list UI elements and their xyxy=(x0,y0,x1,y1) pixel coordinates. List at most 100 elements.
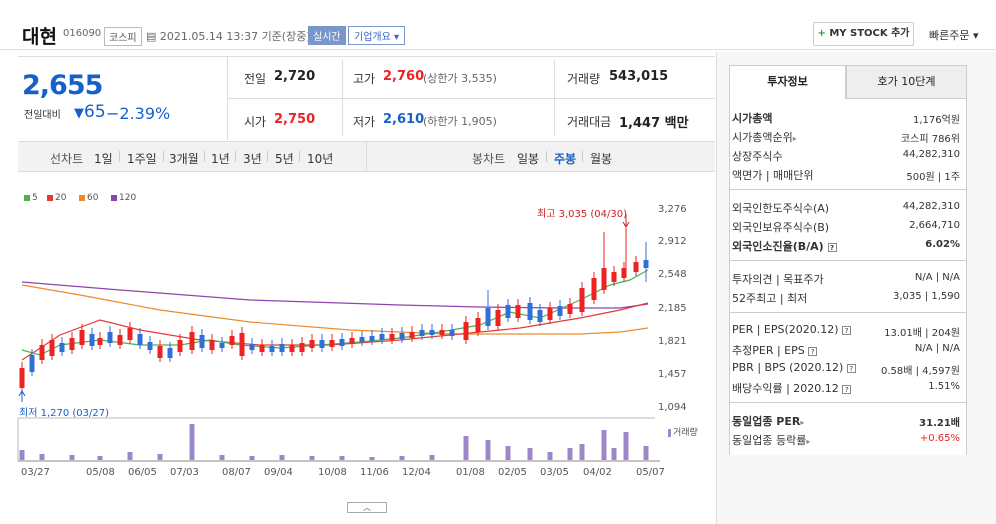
candle xyxy=(429,330,435,335)
tab-weekly[interactable]: 주봉 xyxy=(554,152,577,166)
help-icon[interactable]: ? xyxy=(842,325,852,335)
plus-icon: + xyxy=(817,28,826,39)
x-tick: 04/02 xyxy=(583,467,612,478)
tab-daily[interactable]: 일봉 xyxy=(517,152,540,166)
x-tick: 10/08 xyxy=(318,467,347,478)
foreign-limit-value: 44,282,310 xyxy=(902,201,960,212)
tab-1w[interactable]: 1주일 xyxy=(127,152,157,166)
candle xyxy=(369,336,375,341)
candle xyxy=(19,368,25,388)
change-value: ▼65 xyxy=(74,102,106,122)
foreign-limit-label: 외국인한도주식수(A) xyxy=(732,202,830,215)
chevron-up-icon: ︿ xyxy=(363,503,371,512)
volume-bar xyxy=(579,444,585,460)
x-tick: 08/07 xyxy=(222,467,251,478)
x-tick: 06/05 xyxy=(128,467,157,478)
volume-bar xyxy=(429,455,435,460)
candle xyxy=(289,345,295,352)
candle xyxy=(319,340,325,348)
min-label: 최저 1,270 (03/27) xyxy=(19,408,110,419)
tab-1d[interactable]: 1일 xyxy=(94,152,113,166)
candle xyxy=(49,340,55,356)
low-value: 2,610 xyxy=(383,112,425,127)
low-label: 저가 xyxy=(353,115,376,129)
x-tick: 03/05 xyxy=(540,467,569,478)
y-tick: 3,276 xyxy=(658,204,687,215)
tab-3y[interactable]: 3년 xyxy=(243,152,262,166)
company-info-dropdown[interactable]: 기업개요 ▾ xyxy=(348,26,406,45)
volume-bar xyxy=(527,448,533,460)
open-label: 시가 xyxy=(244,115,267,129)
max-label: 최고 3,035 (04/30) xyxy=(537,209,628,220)
ma-line xyxy=(21,284,649,335)
tab-10y[interactable]: 10년 xyxy=(307,152,334,166)
market-badge: 코스피 xyxy=(104,27,142,46)
candle xyxy=(299,343,305,352)
candle xyxy=(439,330,445,335)
legend-ma120: 120 xyxy=(111,193,136,203)
tab-monthly[interactable]: 월봉 xyxy=(590,152,613,166)
volume-bar xyxy=(279,455,285,460)
volume-label: 거래량 xyxy=(567,72,601,86)
volume-bar xyxy=(189,424,195,460)
candle xyxy=(209,340,215,350)
realtime-badge[interactable]: 실시간 xyxy=(308,26,346,45)
change-label: 전일대비 xyxy=(24,110,61,121)
x-tick: 03/27 xyxy=(21,467,50,478)
volume-bar xyxy=(219,455,225,460)
candle xyxy=(359,337,365,342)
ma-line xyxy=(21,281,649,309)
candle xyxy=(389,334,395,340)
mystock-add-button[interactable]: + MY STOCK 추가 xyxy=(813,22,914,46)
est-per-value: N/A | N/A xyxy=(914,343,960,354)
candle xyxy=(117,335,123,345)
x-tick: 05/08 xyxy=(86,467,115,478)
volume-bar xyxy=(127,452,133,460)
mcap-value: 1,176억원 xyxy=(912,115,960,126)
candle xyxy=(379,334,385,340)
tab-hoga[interactable]: 호가 10단계 xyxy=(846,65,967,99)
candle xyxy=(611,272,617,282)
quick-order-dropdown[interactable]: 빠른주문 ▾ xyxy=(929,29,979,42)
candle xyxy=(621,268,627,278)
opinion-value: N/A | N/A xyxy=(914,272,960,283)
help-icon[interactable]: ? xyxy=(808,346,818,356)
max-marker xyxy=(622,214,630,228)
volume-bar xyxy=(157,454,163,460)
candle xyxy=(409,332,415,338)
change-percent: −2.39% xyxy=(106,104,171,123)
candle xyxy=(557,306,563,316)
help-icon[interactable]: ? xyxy=(827,242,837,252)
candle xyxy=(59,343,65,352)
rank-label[interactable]: 시가총액순위▸ xyxy=(732,131,797,144)
volume-legend: 거래량 xyxy=(668,425,698,438)
dividend-value: 1.51% xyxy=(928,381,960,392)
tab-5y[interactable]: 5년 xyxy=(275,152,294,166)
volume-bar xyxy=(547,452,553,460)
calendar-icon: ▤ xyxy=(146,30,160,43)
sector-rate-label[interactable]: 동일업종 등락률▸ xyxy=(732,434,811,447)
help-icon[interactable]: ? xyxy=(842,384,852,394)
prev-label: 전일 xyxy=(244,72,267,86)
volume-bar xyxy=(567,448,573,460)
tab-invest-info[interactable]: 투자정보 xyxy=(729,65,846,99)
help-icon[interactable]: ? xyxy=(846,363,856,373)
tab-3m[interactable]: 3개월 xyxy=(169,152,199,166)
sector-per-label[interactable]: 동일업종 PER▸ xyxy=(732,415,805,428)
price-chart xyxy=(17,214,660,462)
pbr-value: 0.58배 | 4,597원 xyxy=(880,366,960,377)
w52-value: 3,035 | 1,590 xyxy=(893,291,960,302)
w52-label: 52주최고 | 최저 xyxy=(732,292,808,305)
candle xyxy=(399,333,405,339)
candle xyxy=(567,304,573,314)
volume-bar xyxy=(249,456,255,460)
shares-value: 44,282,310 xyxy=(902,149,960,160)
stock-name: 대현 xyxy=(22,26,57,48)
chart-collapse-button[interactable]: ︿ xyxy=(347,502,387,513)
y-tick: 2,185 xyxy=(658,303,687,314)
y-tick: 1,457 xyxy=(658,369,687,380)
candle xyxy=(29,355,35,372)
mcap-label: 시가총액 xyxy=(732,112,773,125)
tab-1y[interactable]: 1년 xyxy=(211,152,230,166)
x-tick: 11/06 xyxy=(360,467,389,478)
